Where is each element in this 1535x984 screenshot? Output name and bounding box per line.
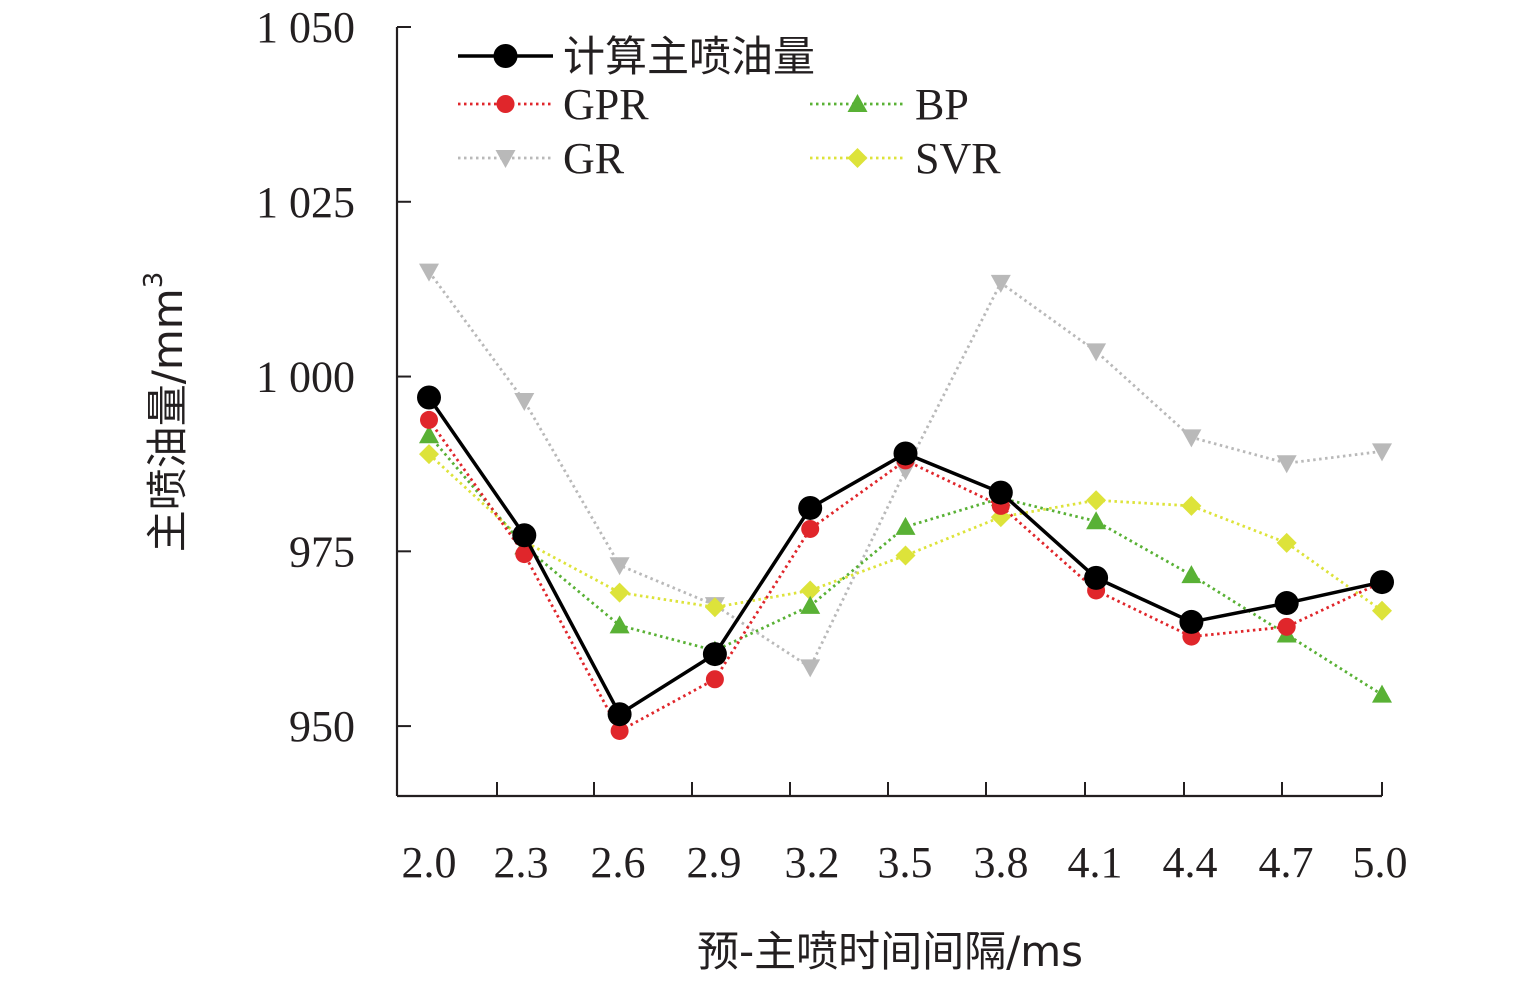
data-point (1370, 570, 1394, 595)
data-point (610, 721, 629, 740)
y-tick-label: 1 000 (256, 353, 355, 402)
x-tick-label: 3.8 (974, 838, 1029, 887)
y-axis-title: 主喷油量/mm3 (139, 272, 192, 553)
x-tick-label: 2.6 (591, 838, 646, 887)
data-point (1084, 565, 1109, 590)
y-tick-label: 1 050 (256, 3, 355, 52)
x-tick-label: 2.3 (494, 838, 549, 887)
legend-marker (847, 94, 868, 112)
legend-label: GR (563, 134, 625, 183)
data-point (1086, 343, 1107, 362)
data-point (1276, 455, 1297, 474)
y-tick-label: 950 (289, 702, 355, 751)
data-point (1086, 511, 1107, 530)
data-point (800, 580, 821, 601)
data-point (417, 385, 441, 410)
data-point (895, 516, 916, 535)
data-point (798, 495, 823, 520)
data-point (607, 702, 632, 727)
data-point (1372, 684, 1392, 703)
legend-marker (847, 148, 868, 168)
data-point (609, 615, 630, 634)
legend-marker (496, 95, 515, 113)
legend-label: SVR (915, 134, 1001, 183)
data-point (1181, 495, 1202, 516)
y-tick-label: 975 (289, 527, 355, 576)
x-tick-label: 3.2 (785, 838, 840, 887)
data-point (1274, 591, 1299, 616)
data-point (1179, 609, 1204, 634)
data-point (801, 519, 820, 538)
data-point (1277, 617, 1296, 636)
data-point (609, 582, 630, 603)
data-point (800, 595, 821, 614)
y-tick-label: 1 025 (256, 178, 355, 227)
data-point (704, 597, 725, 618)
data-point (1086, 490, 1107, 511)
legend-label: GPR (563, 80, 649, 129)
data-point (419, 425, 439, 444)
legend-item: GPR (458, 80, 649, 129)
x-tick-label: 5.0 (1353, 838, 1408, 887)
y-axis-title-superscript: 3 (139, 272, 169, 289)
x-tick-label: 4.1 (1068, 838, 1123, 887)
legend-item: BP (810, 80, 969, 129)
data-point (419, 444, 439, 465)
data-point (609, 557, 630, 576)
data-point (514, 393, 535, 412)
data-point (512, 523, 537, 548)
data-point (990, 274, 1011, 293)
y-axis-title-group: 主喷油量/mm3 (139, 272, 192, 553)
x-tick-label: 4.4 (1163, 838, 1218, 887)
legend-marker (493, 44, 518, 68)
legend-item: GR (458, 134, 625, 183)
data-point (893, 441, 918, 466)
x-axis-title: 预-主喷时间间隔/ms (697, 927, 1083, 976)
legend-label: BP (915, 80, 969, 129)
data-point (800, 659, 821, 678)
data-point (420, 410, 438, 429)
x-tick-label: 2.9 (687, 838, 742, 887)
legend-item: SVR (810, 134, 1001, 183)
data-point (1276, 532, 1297, 553)
legend-item: 计算主喷油量 (458, 32, 815, 81)
series-GR (419, 263, 1392, 678)
x-tick-label: 2.0 (402, 838, 457, 887)
x-tick-label: 3.5 (878, 838, 933, 887)
y-axis-title-text: 主喷油量/mm (143, 288, 192, 552)
data-point (1181, 565, 1202, 584)
data-point (1181, 429, 1202, 448)
data-point (419, 263, 439, 282)
axes: 950 975 1 000 1 025 1 050 2.0 2.3 2.6 2.9 3.2 3.5 3… (256, 3, 1408, 887)
data-point (1372, 600, 1392, 621)
series-layer (417, 263, 1394, 740)
data-point (1372, 443, 1392, 462)
data-point (705, 670, 724, 689)
legend-marker (495, 150, 516, 168)
data-point (515, 545, 534, 564)
legend-label: 计算主喷油量 (563, 32, 815, 81)
series-line (427, 434, 1383, 696)
data-point (988, 480, 1013, 505)
data-point (895, 545, 916, 566)
data-point (702, 642, 727, 667)
x-tick-label: 4.7 (1259, 838, 1314, 887)
series-计算主喷油量 (417, 385, 1394, 727)
